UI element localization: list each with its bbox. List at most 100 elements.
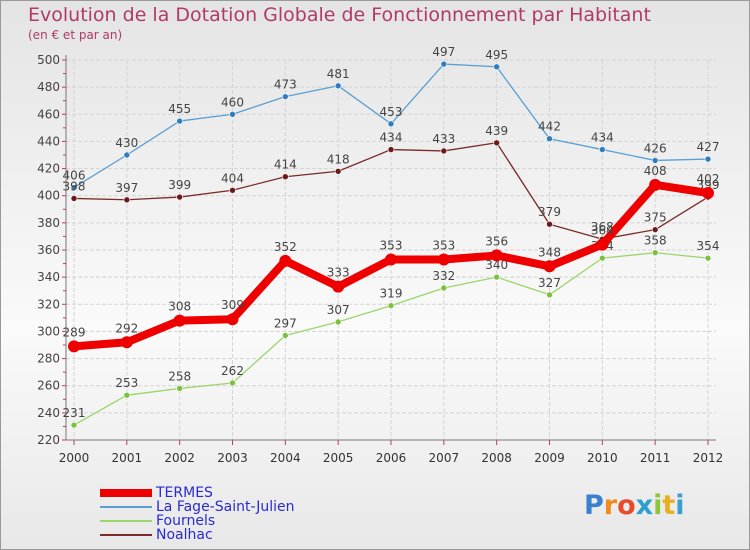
legend-item: TERMES (100, 486, 295, 500)
data-label: 430 (115, 136, 138, 150)
data-point (651, 157, 659, 164)
data-point (440, 60, 448, 68)
data-label: 319 (380, 287, 403, 301)
data-label: 348 (538, 245, 561, 259)
data-label: 433 (432, 132, 455, 146)
data-point (651, 226, 659, 233)
data-point (493, 63, 500, 71)
data-point (229, 186, 236, 194)
data-label: 356 (485, 234, 508, 248)
proxiti-logo: Proxiti (584, 490, 685, 521)
data-point (493, 139, 500, 147)
data-label: 453 (380, 105, 403, 119)
chart-title: Evolution de la Dotation Globale de Fonc… (28, 4, 651, 26)
chart-subtitle: (en € et par an) (28, 28, 123, 42)
data-label: 439 (485, 124, 508, 138)
legend-swatch (100, 534, 152, 536)
data-label: 397 (115, 181, 138, 195)
data-point (440, 284, 448, 292)
data-point (176, 385, 183, 392)
data-label: 333 (327, 266, 350, 280)
data-point (702, 187, 714, 199)
data-label: 231 (63, 406, 86, 420)
data-label: 495 (485, 48, 508, 62)
logo-letter: i (675, 490, 685, 521)
data-label: 332 (432, 269, 455, 283)
data-label: 426 (644, 141, 667, 155)
data-label: 354 (697, 239, 720, 253)
y-tick-label: 460 (37, 107, 60, 121)
data-point (385, 253, 397, 266)
data-point (387, 302, 395, 309)
data-label: 481 (327, 67, 350, 81)
data-point (226, 313, 239, 326)
data-label: 309 (221, 298, 244, 312)
data-point (546, 135, 553, 143)
legend-label: La Fage-Saint-Julien (156, 499, 295, 515)
data-label: 497 (432, 45, 455, 59)
data-label: 368 (591, 220, 614, 234)
data-label: 408 (644, 164, 667, 178)
x-tick-label: 2003 (217, 451, 248, 465)
chart-legend: TERMES La Fage-Saint-Julien Fournels Noalha… (100, 486, 295, 542)
data-label: 460 (221, 95, 244, 109)
data-point (387, 120, 395, 128)
y-tick-label: 360 (37, 243, 60, 257)
logo-letter: o (617, 490, 636, 521)
data-label: 414 (274, 158, 297, 172)
legend-label: TERMES (156, 485, 213, 501)
data-point (704, 254, 712, 262)
data-point (543, 260, 556, 273)
data-label: 353 (380, 239, 403, 253)
data-point (649, 178, 662, 191)
data-label: 406 (63, 169, 86, 183)
y-tick-label: 260 (37, 379, 60, 393)
data-point (70, 421, 78, 429)
x-tick-label: 2000 (59, 451, 90, 465)
data-label: 402 (697, 172, 720, 186)
x-tick-label: 2012 (693, 451, 724, 465)
data-point (334, 318, 342, 326)
logo-letter: i (653, 490, 663, 521)
logo-letter: t (662, 490, 676, 521)
data-point (599, 146, 606, 153)
y-tick-label: 280 (37, 352, 60, 366)
x-tick-label: 2008 (481, 451, 512, 465)
data-label: 327 (538, 276, 561, 290)
data-label: 353 (432, 239, 455, 253)
data-label: 473 (274, 78, 297, 92)
data-point (596, 238, 609, 251)
y-tick-label: 380 (37, 216, 60, 230)
y-tick-label: 500 (37, 53, 60, 67)
data-point (546, 291, 553, 299)
y-tick-label: 420 (37, 162, 60, 176)
data-label: 398 (63, 179, 86, 193)
y-tick-label: 220 (37, 433, 60, 447)
legend-label: Fournels (156, 513, 216, 529)
data-point (120, 336, 133, 349)
data-point (123, 151, 131, 159)
data-point (282, 332, 289, 339)
data-label: 427 (697, 140, 720, 154)
legend-item: Fournels (100, 514, 295, 528)
legend-label: Noalhac (156, 527, 213, 543)
logo-letter: x (635, 490, 654, 521)
data-point (651, 249, 659, 257)
data-point (229, 110, 236, 118)
data-label: 258 (168, 369, 191, 383)
data-label: 455 (168, 102, 191, 116)
x-tick-label: 2004 (270, 451, 301, 465)
data-point (176, 193, 183, 201)
data-label: 262 (221, 364, 244, 378)
data-label: 297 (274, 317, 297, 331)
data-label: 308 (168, 300, 191, 314)
legend-swatch (100, 489, 152, 497)
y-tick-label: 440 (37, 134, 60, 148)
data-point (546, 220, 553, 228)
data-point (68, 340, 80, 353)
x-tick-label: 2006 (376, 451, 407, 465)
data-label: 253 (115, 376, 138, 390)
x-tick-label: 2007 (429, 451, 460, 465)
data-label: 379 (538, 205, 561, 219)
data-label: 352 (274, 240, 297, 254)
